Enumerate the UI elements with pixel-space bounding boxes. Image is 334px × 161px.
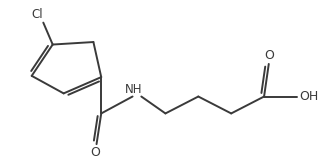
Text: Cl: Cl xyxy=(31,8,43,21)
Text: O: O xyxy=(265,49,274,62)
Text: O: O xyxy=(90,146,100,159)
Text: OH: OH xyxy=(299,90,319,103)
Text: NH: NH xyxy=(125,83,142,96)
